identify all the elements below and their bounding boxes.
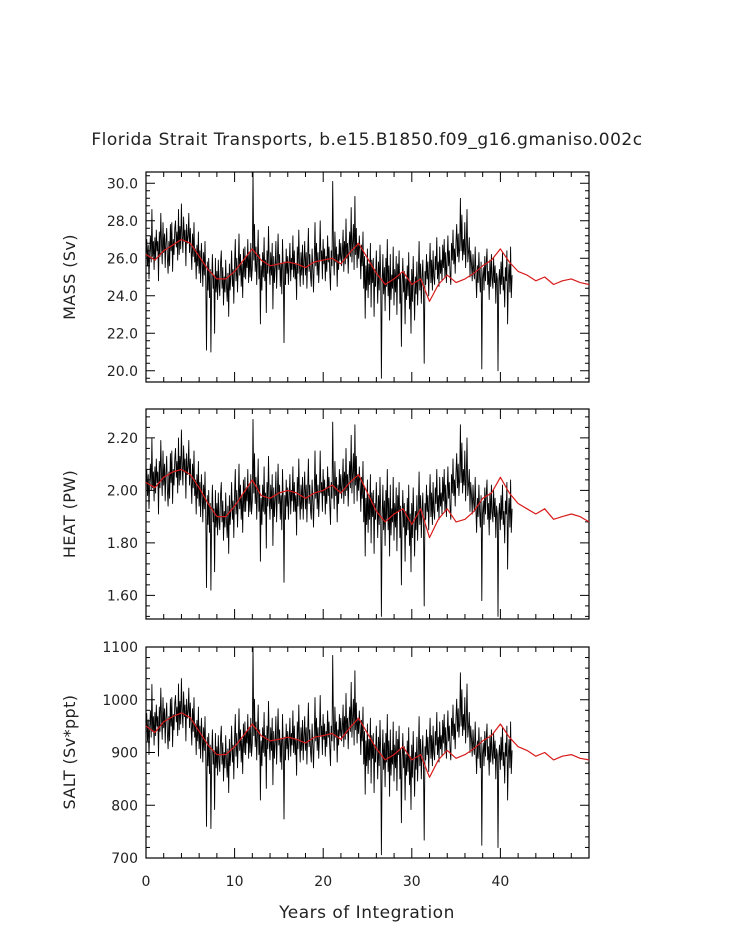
- heat-monthly-line: [145, 419, 513, 617]
- panel-heat-ticks: 1.60 1.80 2.00 2.20: [107, 409, 589, 619]
- salt-monthly-line: [145, 646, 513, 856]
- panel-mass-frame: [145, 171, 590, 383]
- mass-ytick-label: 28.0: [107, 214, 138, 230]
- x-axis-label: Years of Integration: [278, 903, 455, 923]
- x-tick-label: 30: [403, 874, 421, 890]
- salt-ytick-label: 900: [111, 746, 138, 762]
- salt-smoothed-line: [145, 712, 590, 778]
- heat-ylabel: HEAT (PW): [60, 470, 79, 558]
- panel-heat-frame: [145, 408, 590, 620]
- mass-ytick-label: 24.0: [107, 289, 138, 305]
- heat-ytick-label: 2.00: [107, 483, 138, 499]
- mass-ytick-label: 20.0: [107, 364, 138, 380]
- panel-salt-ticks: 700 800 900 1000 1100: [102, 640, 589, 867]
- panel-mass: 20.0 22.0 24.0 26.0 28.0 30.0 MASS (Sv): [60, 171, 590, 383]
- mass-ylabel: MASS (Sv): [60, 234, 79, 320]
- mass-ytick-label: 30.0: [107, 176, 138, 192]
- chart-title: Florida Strait Transports, b.e15.B1850.f…: [91, 130, 642, 150]
- salt-ylabel: SALT (Sv*ppt): [60, 695, 79, 810]
- x-tick-label: 20: [314, 874, 332, 890]
- salt-ytick-label: 800: [111, 798, 138, 814]
- mass-ytick-label: 22.0: [107, 326, 138, 342]
- x-tick-label: 0: [142, 874, 151, 890]
- x-axis-tick-labels: 0 10 20 30 40: [142, 874, 510, 890]
- x-tick-label: 40: [491, 874, 509, 890]
- mass-ytick-label: 26.0: [107, 251, 138, 267]
- heat-smoothed-line: [145, 468, 590, 539]
- heat-ytick-label: 1.60: [107, 588, 138, 604]
- panel-salt: 700 800 900 1000 1100 SALT (Sv*ppt): [60, 640, 590, 867]
- heat-ytick-label: 2.20: [107, 431, 138, 447]
- heat-ytick-label: 1.80: [107, 536, 138, 552]
- panel-heat: 1.60 1.80 2.00 2.20 HEAT (PW): [60, 408, 590, 620]
- x-tick-label: 10: [226, 874, 244, 890]
- salt-ytick-label: 700: [111, 851, 138, 867]
- salt-ytick-label: 1000: [102, 693, 138, 709]
- salt-ytick-label: 1100: [102, 640, 138, 656]
- mass-smoothed-line: [145, 238, 590, 302]
- panel-mass-ticks: 20.0 22.0 24.0 26.0 28.0 30.0: [107, 172, 589, 382]
- mass-monthly-line: [145, 171, 513, 379]
